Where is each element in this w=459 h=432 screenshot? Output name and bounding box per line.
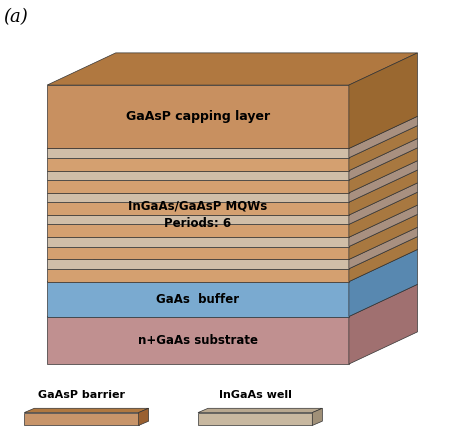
Polygon shape bbox=[47, 247, 348, 260]
Polygon shape bbox=[47, 193, 348, 202]
Polygon shape bbox=[348, 116, 417, 158]
Polygon shape bbox=[47, 116, 417, 149]
Polygon shape bbox=[24, 408, 148, 413]
Polygon shape bbox=[197, 408, 322, 413]
Polygon shape bbox=[47, 237, 348, 247]
Text: GaAs  buffer: GaAs buffer bbox=[156, 292, 239, 305]
Polygon shape bbox=[47, 282, 348, 317]
Polygon shape bbox=[47, 317, 348, 364]
Polygon shape bbox=[47, 171, 348, 180]
Polygon shape bbox=[348, 249, 417, 317]
Polygon shape bbox=[47, 260, 348, 269]
Polygon shape bbox=[47, 202, 348, 215]
Text: GaAsP barrier: GaAsP barrier bbox=[38, 390, 125, 400]
Text: Periods: 6: Periods: 6 bbox=[164, 217, 231, 230]
Polygon shape bbox=[348, 170, 417, 215]
Text: (a): (a) bbox=[4, 8, 28, 26]
Polygon shape bbox=[47, 249, 417, 282]
Polygon shape bbox=[348, 53, 417, 149]
Polygon shape bbox=[348, 227, 417, 269]
Polygon shape bbox=[47, 85, 348, 149]
Polygon shape bbox=[348, 148, 417, 193]
Polygon shape bbox=[348, 183, 417, 224]
Polygon shape bbox=[348, 192, 417, 237]
Text: InGaAs/GaAsP MQWs: InGaAs/GaAsP MQWs bbox=[128, 199, 267, 212]
Polygon shape bbox=[312, 408, 322, 426]
Polygon shape bbox=[348, 237, 417, 282]
Polygon shape bbox=[348, 161, 417, 202]
Polygon shape bbox=[348, 284, 417, 364]
Text: InGaAs well: InGaAs well bbox=[218, 390, 291, 400]
Polygon shape bbox=[197, 413, 312, 426]
Polygon shape bbox=[47, 180, 348, 193]
Polygon shape bbox=[348, 205, 417, 247]
Polygon shape bbox=[47, 158, 348, 171]
Polygon shape bbox=[24, 413, 138, 426]
Polygon shape bbox=[348, 139, 417, 180]
Polygon shape bbox=[47, 269, 348, 282]
Polygon shape bbox=[348, 126, 417, 171]
Polygon shape bbox=[47, 149, 348, 158]
Text: n+GaAs substrate: n+GaAs substrate bbox=[138, 334, 257, 347]
Polygon shape bbox=[47, 215, 348, 224]
Polygon shape bbox=[47, 284, 417, 317]
Polygon shape bbox=[47, 53, 417, 85]
Polygon shape bbox=[348, 214, 417, 260]
Polygon shape bbox=[138, 408, 148, 426]
Polygon shape bbox=[47, 224, 348, 237]
Text: GaAsP capping layer: GaAsP capping layer bbox=[126, 110, 269, 123]
